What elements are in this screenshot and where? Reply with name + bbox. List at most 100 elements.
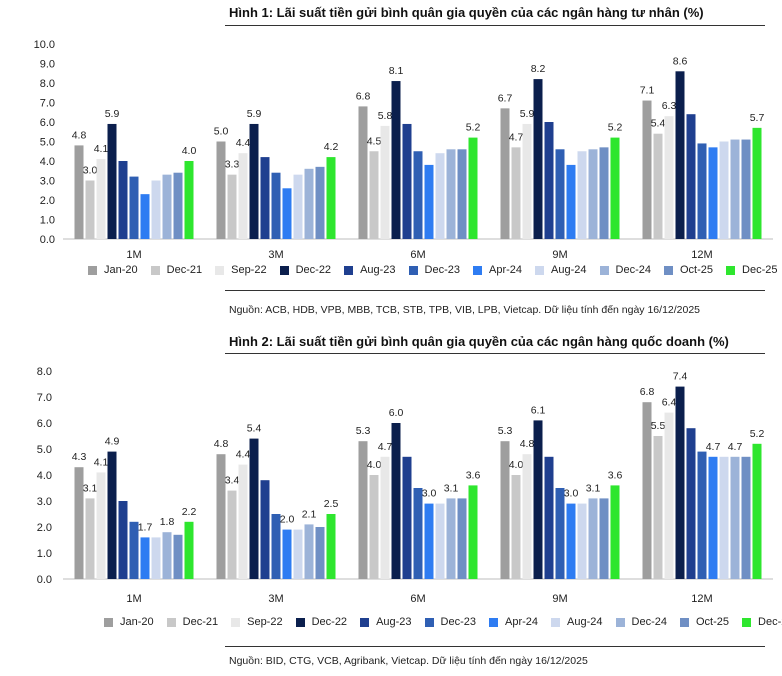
chart1-bar	[730, 139, 740, 239]
chart1-data-label: 5.2	[466, 122, 481, 134]
chart2-bar	[664, 412, 674, 579]
chart2-data-label: 3.6	[608, 469, 623, 481]
chart2-legend-item: Apr-24	[489, 616, 538, 628]
chart1-legend-label: Dec-24	[615, 264, 651, 276]
chart1-category-label: 9M	[552, 249, 567, 261]
chart1-bar	[315, 166, 325, 239]
chart2-bar	[752, 443, 762, 579]
chart2-data-label: 5.2	[750, 428, 765, 440]
chart2-data-label: 1.7	[138, 521, 153, 533]
chart2-data-label: 4.7	[706, 441, 721, 453]
chart1-legend-item: Oct-25	[664, 264, 713, 276]
chart2-bar	[413, 488, 423, 579]
chart1-bar	[610, 137, 620, 239]
chart2-source: Nguồn: BID, CTG, VCB, Agribank, Vietcap.…	[229, 655, 588, 667]
chart1-bar	[271, 172, 281, 239]
chart2-bar	[326, 514, 336, 579]
chart1-bar	[162, 174, 172, 239]
chart2-ytick: 0.0	[37, 574, 52, 586]
chart1-legend-item: Dec-21	[150, 264, 203, 276]
chart1-data-label: 4.4	[236, 137, 251, 149]
chart1-legend-swatch	[599, 265, 609, 275]
chart1-ytick: 10.0	[34, 39, 55, 51]
chart1-data-label: 4.8	[72, 129, 87, 141]
chart1-bar	[402, 123, 412, 239]
chart1-ytick: 6.0	[40, 117, 55, 129]
chart1-ytick: 4.0	[40, 156, 55, 168]
chart1-legend-item: Aug-23	[344, 264, 396, 276]
chart2-ytick: 8.0	[37, 366, 52, 378]
chart1-legend-label: Dec-21	[166, 264, 203, 276]
chart1-plot: 0.0 1.0 2.0 3.0 4.0 5.0 6.0 7.0 8.0 9.0 10.0 4.8 3.0…	[34, 39, 773, 261]
chart1-bar	[741, 139, 751, 239]
chart1-source-rule	[225, 290, 765, 291]
chart1-category-label: 3M	[268, 249, 283, 261]
chart2-legend-label: Dec-24	[631, 616, 667, 628]
chart2-bar	[304, 524, 314, 579]
chart2-data-label: 5.3	[498, 425, 513, 437]
chart1-data-label: 3.0	[83, 165, 98, 177]
chart1-bar	[511, 147, 521, 239]
chart2-bar	[118, 501, 128, 579]
chart1-legend-swatch	[279, 265, 289, 275]
chart2-bar	[315, 527, 325, 579]
chart2-bar	[282, 529, 292, 579]
chart2-bar	[686, 428, 696, 579]
chart1-legend-item: Sep-22	[215, 264, 267, 276]
chart1-legend-swatch	[726, 265, 736, 275]
chart2-bar	[588, 498, 598, 579]
chart1-bar	[446, 149, 456, 239]
chart2-data-label: 7.4	[673, 371, 688, 383]
chart2-data-label: 5.3	[356, 425, 371, 437]
chart2-bar	[468, 485, 478, 579]
chart1-legend-label: Aug-24	[551, 264, 587, 276]
chart2-legend-item: Dec-23	[424, 616, 476, 628]
chart1-data-label: 5.9	[105, 108, 120, 120]
chart2-bar	[599, 498, 609, 579]
chart2-data-label: 6.4	[662, 397, 677, 409]
chart1-legend: Jan-20 Dec-21 Sep-22 Dec-22 Aug-23 Dec-23 Apr-…	[88, 264, 782, 276]
chart1-bar	[184, 161, 194, 239]
chart2-legend-swatch	[489, 617, 499, 627]
chart1-bar	[293, 174, 303, 239]
chart1-category-label: 12M	[691, 249, 712, 261]
chart2-bar	[358, 441, 368, 579]
chart2-legend-swatch	[551, 617, 561, 627]
chart2-data-label: 5.4	[247, 423, 262, 435]
chart2-bar	[544, 456, 554, 579]
chart2-ytick: 3.0	[37, 496, 52, 508]
chart1-data-label: 4.0	[182, 145, 197, 157]
chart1-ytick: 8.0	[40, 78, 55, 90]
chart2-data-label: 2.1	[302, 508, 317, 520]
chart1-bar	[468, 137, 478, 239]
chart2-legend-swatch	[231, 617, 241, 627]
chart1-data-label: 5.7	[750, 112, 765, 124]
chart2-legend-label: Oct-25	[696, 616, 730, 628]
chart1-legend-label: Apr-24	[489, 264, 523, 276]
chart2-data-label: 3.1	[586, 482, 601, 494]
chart2-bar	[184, 521, 194, 579]
chart1-bar	[249, 123, 259, 239]
chart2-bar	[260, 480, 270, 579]
chart2-legend-item: Jan-20	[104, 616, 154, 628]
chart2-source-rule	[225, 646, 765, 647]
chart2-legend-item: Aug-23	[360, 616, 412, 628]
chart1-data-label: 8.2	[531, 63, 546, 75]
chart1-legend-item: Jan-20	[88, 264, 138, 276]
chart2-legend-label: Aug-23	[376, 616, 412, 628]
chart1-legend-item: Dec-24	[599, 264, 651, 276]
chart1-bar	[326, 157, 336, 239]
chart1-bar	[118, 161, 128, 239]
chart1-legend-swatch	[664, 265, 673, 275]
chart2-data-label: 3.4	[225, 475, 240, 487]
chart1-legend-swatch	[88, 265, 97, 275]
chart1-bar	[675, 71, 685, 239]
chart2-bar	[402, 456, 412, 579]
chart1-legend-item: Dec-23	[408, 264, 460, 276]
chart2-data-label: 4.4	[236, 449, 251, 461]
chart2-legend-swatch	[742, 617, 752, 627]
chart1-legend-item: Dec-22	[279, 264, 331, 276]
chart2-bar	[642, 402, 652, 579]
chart2-category-label: 3M	[268, 593, 283, 605]
chart2-legend-label: Apr-24	[505, 616, 539, 628]
